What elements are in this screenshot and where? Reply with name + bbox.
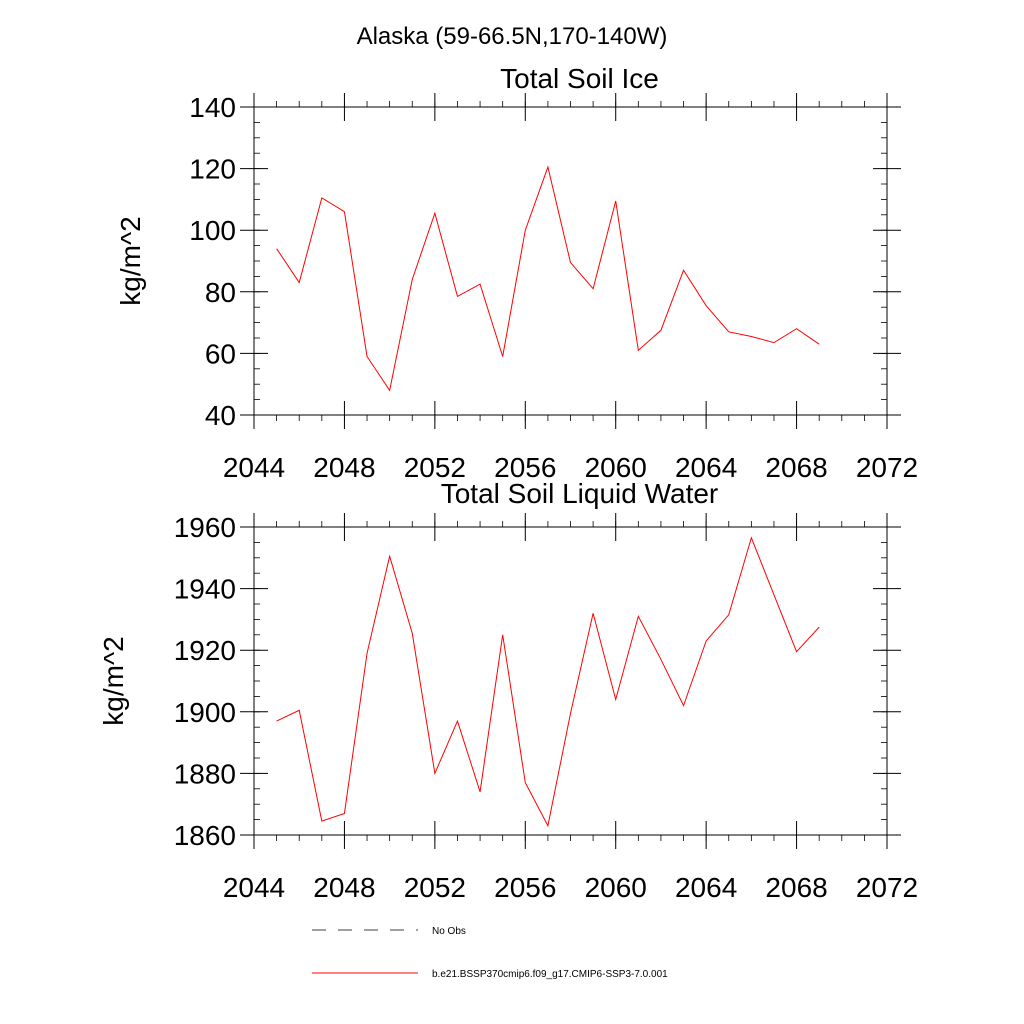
x-tick-label: 2064: [675, 452, 737, 483]
figure-suptitle: Alaska (59-66.5N,170-140W): [357, 23, 668, 50]
legend: No Obs b.e21.BSSP370cmip6.f09_g17.CMIP6-…: [312, 926, 668, 980]
x-tick-label: 2056: [494, 872, 556, 903]
y-tick-label: 1960: [174, 512, 236, 543]
x-tick-label: 2068: [765, 452, 827, 483]
x-tick-label: 2048: [313, 452, 375, 483]
panel-total-soil-liquid-water: Total Soil Liquid Water 1860 1880 1900 1920 1…: [98, 478, 918, 903]
y-axis-label: kg/m^2: [98, 636, 129, 725]
y-tick-label: 120: [189, 154, 236, 185]
y-axis-label: kg/m^2: [115, 216, 146, 305]
y-tick-label: 1900: [174, 697, 236, 728]
y-tick-label: 140: [189, 92, 236, 123]
y-tick-label: 1860: [174, 820, 236, 851]
y-tick-label: 100: [189, 215, 236, 246]
x-tick-label: 2052: [404, 872, 466, 903]
series-line-0: [276, 165, 820, 392]
panel-total-soil-ice: Total Soil Ice 40 60 80 100 120 140 2044 2048 205…: [115, 63, 918, 483]
x-tick-label: 2048: [313, 872, 375, 903]
panel-title: Total Soil Liquid Water: [441, 478, 719, 509]
y-tick-label: 40: [205, 400, 236, 431]
y-tick-label: 1880: [174, 758, 236, 789]
x-tick-label: 2060: [585, 452, 647, 483]
x-tick-label: 2044: [223, 452, 285, 483]
x-tick-label: 2060: [585, 872, 647, 903]
x-tick-label: 2072: [856, 452, 918, 483]
x-tick-label: 2052: [404, 452, 466, 483]
plot-frame: [253, 526, 888, 836]
legend-label-no-obs: No Obs: [432, 926, 466, 937]
x-tick-label: 2056: [494, 452, 556, 483]
y-tick-label: 1920: [174, 635, 236, 666]
y-tick-label: 80: [205, 277, 236, 308]
x-tick-label: 2044: [223, 872, 285, 903]
x-tick-label: 2068: [765, 872, 827, 903]
panel-title: Total Soil Ice: [500, 63, 659, 94]
legend-label-model: b.e21.BSSP370cmip6.f09_g17.CMIP6-SSP3-7.…: [432, 969, 668, 980]
x-tick-label: 2072: [856, 872, 918, 903]
x-tick-label: 2064: [675, 872, 737, 903]
y-tick-label: 60: [205, 338, 236, 369]
series-line-0: [276, 536, 820, 828]
y-tick-label: 1940: [174, 574, 236, 605]
